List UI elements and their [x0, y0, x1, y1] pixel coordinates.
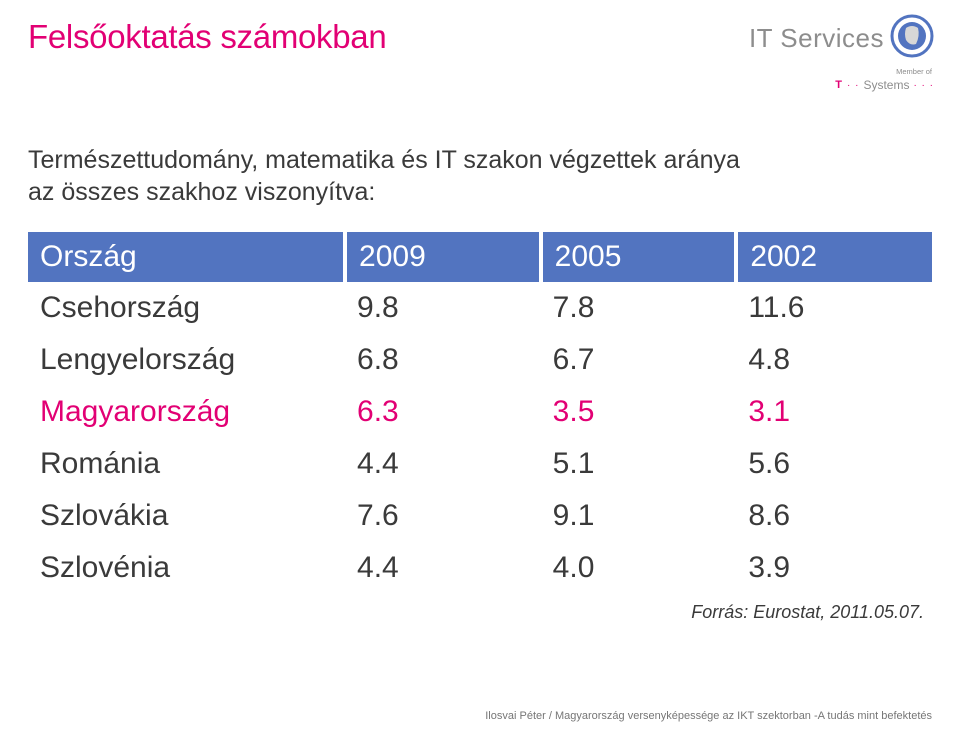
cell-2005: 3.5: [541, 386, 737, 438]
table-row-highlight: Magyarország 6.3 3.5 3.1: [28, 386, 932, 438]
subtitle-line1: Természettudomány, matematika és IT szak…: [28, 144, 932, 176]
col-2005: 2005: [541, 232, 737, 282]
cell-2009: 4.4: [345, 542, 541, 594]
table-header-row: Ország 2009 2005 2002: [28, 232, 932, 282]
cell-2002: 3.9: [736, 542, 932, 594]
subtitle-line2: az összes szakhoz viszonyítva:: [28, 176, 932, 208]
cell-2009: 7.6: [345, 490, 541, 542]
tsystems-dots-right: · · ·: [913, 80, 934, 91]
col-country: Ország: [28, 232, 345, 282]
cell-2009: 6.3: [345, 386, 541, 438]
cell-2005: 9.1: [541, 490, 737, 542]
table-row: Lengyelország 6.8 6.7 4.8: [28, 334, 932, 386]
col-2002: 2002: [736, 232, 932, 282]
cell-2005: 4.0: [541, 542, 737, 594]
source-label: Forrás: Eurostat, 2011.05.07.: [28, 602, 932, 623]
table-header: Ország 2009 2005 2002: [28, 232, 932, 282]
cell-country: Románia: [28, 438, 345, 490]
cell-2002: 3.1: [736, 386, 932, 438]
slide: Felsőoktatás számokban IT Services Membe…: [0, 0, 960, 732]
cell-2002: 5.6: [736, 438, 932, 490]
cell-country: Szlovákia: [28, 490, 345, 542]
cell-country: Magyarország: [28, 386, 345, 438]
cell-2005: 6.7: [541, 334, 737, 386]
cell-2002: 4.8: [736, 334, 932, 386]
cell-2005: 5.1: [541, 438, 737, 490]
logo-icon: [890, 14, 934, 63]
cell-2009: 6.8: [345, 334, 541, 386]
cell-country: Csehország: [28, 282, 345, 334]
tsystems-logo: T · · Systems · · ·: [749, 78, 934, 92]
member-of-label: Member of: [749, 67, 932, 76]
logo-block: IT Services Member of T · · Systems · · …: [749, 14, 934, 92]
table-body: Csehország 9.8 7.8 11.6 Lengyelország 6.…: [28, 282, 932, 594]
cell-2002: 8.6: [736, 490, 932, 542]
cell-country: Lengyelország: [28, 334, 345, 386]
table-row: Szlovákia 7.6 9.1 8.6: [28, 490, 932, 542]
tsystems-dots-left: · ·: [847, 80, 859, 91]
tsystems-t: T: [835, 79, 843, 91]
logo-row: IT Services: [749, 14, 934, 63]
table-row: Románia 4.4 5.1 5.6: [28, 438, 932, 490]
footer-text: Ilosvai Péter / Magyarország versenyképe…: [485, 710, 932, 722]
cell-country: Szlovénia: [28, 542, 345, 594]
tsystems-name: Systems: [863, 78, 909, 92]
subtitle: Természettudomány, matematika és IT szak…: [28, 144, 932, 208]
col-2009: 2009: [345, 232, 541, 282]
cell-2002: 11.6: [736, 282, 932, 334]
brand-text: IT Services: [749, 23, 884, 54]
cell-2009: 9.8: [345, 282, 541, 334]
cell-2005: 7.8: [541, 282, 737, 334]
cell-2009: 4.4: [345, 438, 541, 490]
table-row: Csehország 9.8 7.8 11.6: [28, 282, 932, 334]
data-table: Ország 2009 2005 2002 Csehország 9.8 7.8…: [28, 232, 932, 594]
table-row: Szlovénia 4.4 4.0 3.9: [28, 542, 932, 594]
